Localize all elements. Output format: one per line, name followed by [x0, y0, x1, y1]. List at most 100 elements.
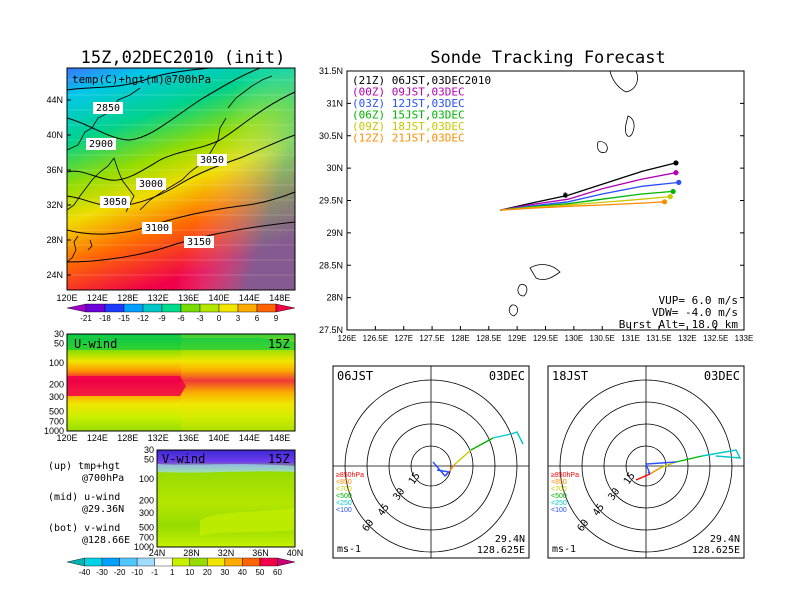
tracking-lat-tick: 28.5N — [319, 260, 343, 270]
hodograph-layer-label: <700 — [336, 486, 352, 493]
tracking-lat-tick: 27.5N — [319, 325, 343, 335]
map-lon-tick: 120E — [56, 293, 77, 303]
svg-text:3050: 3050 — [103, 197, 127, 208]
hodograph-trace — [644, 461, 677, 475]
v-pressure-tick: 700 — [139, 532, 154, 542]
map-lat-tick: 28N — [46, 235, 63, 245]
v-colorbar-label: -10 — [131, 568, 143, 577]
tracking-legend-entry: (12Z) 21JST,03DEC — [352, 132, 465, 145]
v-colorbar-label: -1 — [151, 568, 159, 577]
tracking-legend: (21Z) 06JST,03DEC2010(00Z) 09JST,03DEC(0… — [352, 74, 491, 145]
v-colorbar-swatch — [277, 557, 296, 567]
hodograph-trace — [675, 455, 703, 463]
map-colorbar-swatch — [180, 303, 201, 313]
u-wind-plot — [66, 333, 296, 432]
map-lon-tick: 148E — [269, 293, 290, 303]
hodograph-right: 18JST 03DEC15304560≥850hPa<850<700<500<25… — [547, 365, 745, 559]
svg-text:(bot) v-wind: (bot) v-wind — [48, 523, 120, 534]
map-lon-tick: 144E — [239, 293, 260, 303]
tracking-title: Sonde Tracking Forecast — [430, 48, 665, 68]
tracking-lat-ticks: 31.5N 31N 30.5N 30N 29.5N 29N 28.5N 28N 27.5N — [319, 66, 744, 335]
map-lon-tick: 128E — [117, 293, 138, 303]
map-colorbar-label: -12 — [137, 314, 149, 323]
map-colorbar-swatch — [218, 303, 239, 313]
tracking-legend-entry: (00Z) 09JST,03DEC — [352, 86, 465, 99]
tracking-lon-tick: 133E — [735, 334, 754, 343]
v-pressure-tick: 30 — [144, 445, 154, 455]
tracking-legend-entry: (09Z) 18JST,03DEC — [352, 120, 465, 133]
track-end-marker — [662, 199, 668, 205]
hodograph-trace — [448, 463, 456, 473]
hodograph-trace — [432, 461, 451, 478]
svg-text:@700hPa: @700hPa — [82, 473, 124, 484]
v-colorbar-label: -20 — [114, 568, 126, 577]
hodograph-layer-label: <250 — [551, 500, 567, 507]
hodograph-date: 03DEC — [704, 369, 740, 383]
v-colorbar-swatch — [172, 557, 190, 567]
track-end-marker — [670, 188, 676, 195]
map-colorbar-swatch — [123, 303, 144, 313]
map-lat-tick: 44N — [46, 95, 63, 105]
v-lat-tick: 28N — [183, 548, 200, 558]
svg-text:3100: 3100 — [145, 223, 169, 234]
v-colorbar-label: 40 — [238, 568, 247, 577]
map-colorbar-label: 3 — [236, 314, 241, 323]
coastlines — [66, 75, 273, 263]
hodograph-layer-label: <500 — [336, 493, 352, 500]
u-lon-tick: 120E — [56, 433, 77, 443]
v-lat-tick: 24N — [149, 548, 166, 558]
svg-text:2850: 2850 — [96, 103, 120, 114]
map-lat-tick: 32N — [46, 200, 63, 210]
tracking-lon-tick: 127.5E — [419, 334, 444, 343]
tracking-lon-tick: 132E — [678, 334, 697, 343]
panel-legend: (up) tmp+hgt @700hPa (mid) u-wind @29.36… — [48, 461, 130, 546]
v-colorbar-label: 10 — [185, 568, 194, 577]
v-lat-tick: 36N — [252, 548, 269, 558]
map-colorbar-label: 0 — [217, 314, 222, 323]
map-title: 15Z,02DEC2010 (init) — [81, 48, 286, 68]
hodograph-left: 06JST 03DEC15304560≥850hPa<850<700<500<25… — [332, 365, 530, 559]
map-colorbar-swatch — [237, 303, 258, 313]
v-lat-tick: 40N — [287, 548, 304, 558]
hodograph-layer-label: ≥850hPa — [551, 472, 579, 479]
map-colorbar-label: -18 — [99, 314, 111, 323]
v-colorbar-swatch — [207, 557, 226, 567]
u-pressure-tick: 50 — [54, 339, 64, 349]
u-wind-time: 15Z — [268, 337, 290, 351]
v-pressure-tick: 50 — [144, 455, 154, 465]
svg-text:VDW= -4.0 m/s: VDW= -4.0 m/s — [652, 306, 738, 319]
hodograph-lon: 128.625E — [692, 545, 740, 556]
hodograph-layer-label: <850 — [336, 479, 352, 486]
v-pressure-tick: 200 — [139, 495, 154, 505]
tracking-lon-tick: 128.5E — [476, 334, 501, 343]
track-line — [499, 162, 677, 211]
track-end-marker — [673, 170, 679, 176]
v-colorbar-swatch — [84, 557, 103, 567]
u-pressure-tick: 30 — [54, 329, 64, 339]
hodograph-layer-label: ≥850hPa — [336, 472, 364, 479]
svg-text:VUP= 6.0 m/s: VUP= 6.0 m/s — [659, 294, 738, 307]
svg-text:3050: 3050 — [200, 155, 224, 166]
u-lon-ticks: 120E 124E 128E 132E 136E 140E 144E 148E — [56, 433, 290, 443]
u-lon-tick: 136E — [178, 433, 199, 443]
u-lon-tick: 144E — [239, 433, 260, 443]
hodograph-trace — [659, 461, 677, 469]
v-colorbar-label: 20 — [203, 568, 212, 577]
map-colorbar-swatch — [142, 303, 163, 313]
v-wind-time: 15Z — [268, 452, 290, 466]
tracking-lat-tick: 28N — [326, 293, 343, 303]
u-wind-title: U-wind — [74, 337, 117, 351]
map-lon-tick: 140E — [208, 293, 229, 303]
tracking-lon-tick: 126.5E — [363, 334, 388, 343]
map-colorbar-swatch — [199, 303, 220, 313]
map-lat-tick: 40N — [46, 130, 63, 140]
v-pressure-tick: 1000 — [134, 542, 154, 552]
u-pressure-tick: 200 — [49, 379, 64, 389]
map-colorbar-label: -15 — [118, 314, 130, 323]
tracking-lon-tick: 126E — [338, 334, 357, 343]
hodograph-layer-label: <500 — [551, 493, 567, 500]
map-colorbar-label: -6 — [177, 314, 185, 323]
track-mid-marker — [563, 193, 568, 198]
